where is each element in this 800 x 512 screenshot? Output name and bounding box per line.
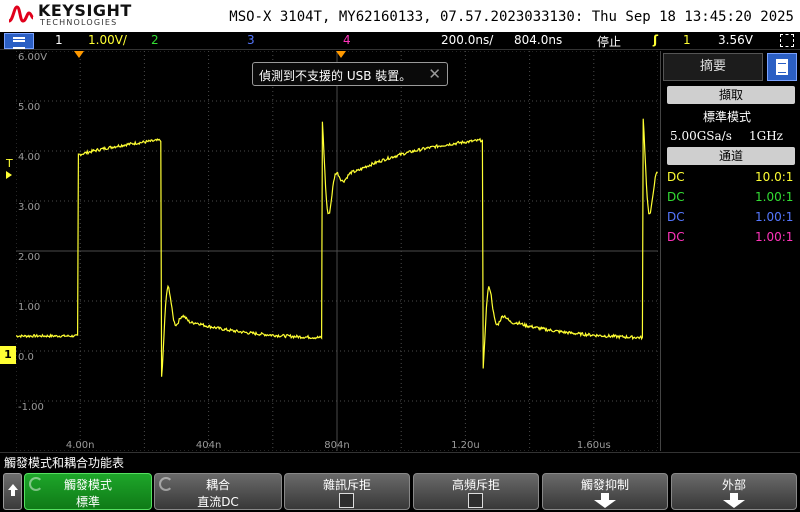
x-tick-label: 1.60us [577,440,611,451]
y-axis-labels: 6.00V 5.00 4.00 3.00 2.00 1.00 0.0 -1.00 [18,52,47,413]
submenu-arrow-icon [723,493,745,509]
ch1-indicator[interactable]: 1 [55,33,63,47]
y-tick-label: 3.00 [18,202,40,213]
channels-header[interactable]: 通道 [667,147,795,165]
softkey-title: 觸發模式 [63,478,112,492]
usb-warning-toast: 偵測到不支援的 USB 裝置。 ✕ [252,62,448,86]
run-state: 停止 [597,35,622,49]
ch1-coupling: DC [667,170,685,184]
graticule [16,51,658,451]
acquire-header[interactable]: 擷取 [667,86,795,104]
menu-back-button[interactable] [3,473,22,510]
ch2-indicator[interactable]: 2 [151,33,159,47]
trigger-level-marker[interactable]: T [6,157,13,170]
hf-reject-softkey[interactable]: 高頻斥拒 [413,473,539,510]
checkbox-icon [339,493,354,508]
trigger-level[interactable]: 3.56V [718,33,753,47]
brand-name: KEYSIGHT [38,1,132,20]
ch1-waveform [16,118,658,377]
ch3-probe: 1.00:1 [755,210,794,224]
acquire-mode: 標準模式 [703,110,752,124]
trigger-time-marker-icon[interactable] [74,51,84,58]
y-tick-label: -1.00 [18,402,44,413]
y-tick-label: 6.00V [18,52,47,63]
ch4-probe: 1.00:1 [755,230,794,244]
document-icon[interactable] [767,53,797,81]
x-axis-labels: 4.00n 404n 804n 1.20u 1.60us [66,440,611,451]
y-tick-label: 5.00 [18,102,40,113]
brand-subtitle: TECHNOLOGIES [40,18,118,27]
x-tick-label: 404n [196,440,221,451]
external-softkey[interactable]: 外部 [671,473,797,510]
cycle-icon [159,477,173,491]
main-menu-icon[interactable] [4,33,34,49]
expand-display-icon[interactable] [780,34,794,47]
bandwidth: 1GHz [749,129,784,143]
x-tick-label: 804n [324,440,349,451]
holdoff-softkey[interactable]: 觸發抑制 [542,473,668,510]
ch2-coupling: DC [667,190,685,204]
softkey-value: 直流DC [197,495,239,509]
summary-panel: 摘要 擷取 標準模式 5.00GSa/s 1GHz 通道 DC 10.0:1 D… [660,51,800,451]
y-tick-label: 2.00 [18,252,40,263]
delay-marker-icon[interactable] [336,51,346,58]
coupling-softkey[interactable]: 耦合 直流DC [154,473,282,510]
submenu-arrow-icon [594,493,616,509]
status-bar: 1 1.00V/ 2 3 4 200.0ns/ 804.0ns 停止 ʃ 1 3… [0,32,800,50]
softkey-menu-title: 觸發模式和耦合功能表 [0,452,800,472]
y-tick-label: 0.0 [18,352,34,363]
ch3-coupling: DC [667,210,685,224]
instrument-info: MSO-X 3104T, MY62160133, 07.57.202303313… [229,9,794,25]
softkey-title: 觸發抑制 [580,478,629,492]
softkey-title: 外部 [721,478,746,492]
ch1-scale[interactable]: 1.00V/ [88,33,127,47]
softkey-value: 標準 [75,495,100,509]
timebase-scale[interactable]: 200.0ns/ [441,33,494,47]
ch2-probe: 1.00:1 [755,190,794,204]
ch4-coupling: DC [667,230,685,244]
cycle-icon [29,477,43,491]
tab-summary[interactable]: 摘要 [663,53,763,81]
toast-message: 偵測到不支援的 USB 裝置。 [259,69,412,83]
ch4-indicator[interactable]: 4 [343,33,351,47]
ch1-ground-marker[interactable]: 1 [0,346,16,364]
x-tick-label: 4.00n [66,440,95,451]
softkey-title: 耦合 [205,478,230,492]
checkbox-icon [468,493,483,508]
x-tick-label: 1.20u [451,440,480,451]
softkey-title: 雜訊斥拒 [322,478,371,492]
instrument-header: KEYSIGHT TECHNOLOGIES MSO-X 3104T, MY621… [0,0,800,32]
trigger-edge-icon: ʃ [653,33,658,47]
horizontal-delay[interactable]: 804.0ns [514,33,563,47]
close-icon[interactable]: ✕ [428,65,441,83]
sample-rate: 5.00GSa/s [670,129,732,143]
ch3-indicator[interactable]: 3 [247,33,255,47]
softkey-title: 高頻斥拒 [451,478,500,492]
trigger-level-arrow-icon[interactable] [6,171,12,179]
keysight-wave-logo-icon [8,5,34,23]
trigger-mode-softkey[interactable]: 觸發模式 標準 [24,473,152,510]
y-tick-label: 4.00 [18,152,40,163]
trigger-source[interactable]: 1 [683,33,691,47]
ch1-probe: 10.0:1 [755,170,794,184]
y-tick-label: 1.00 [18,302,40,313]
noise-reject-softkey[interactable]: 雜訊斥拒 [284,473,410,510]
